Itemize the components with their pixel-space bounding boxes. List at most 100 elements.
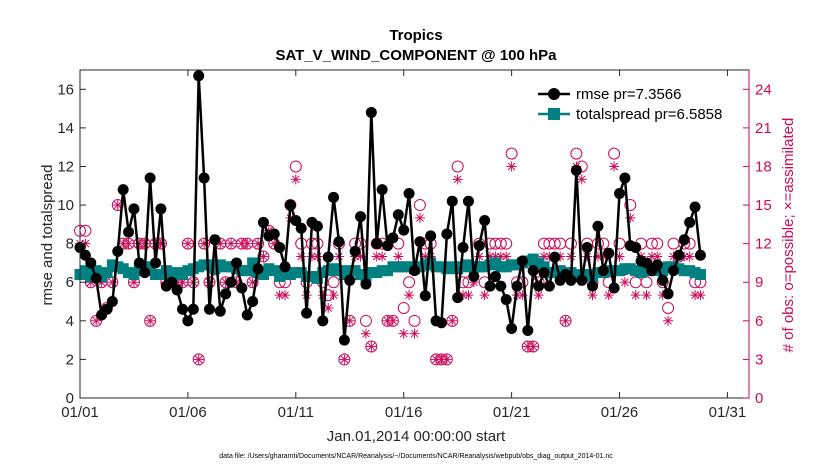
y-tick-label: 6 bbox=[66, 274, 74, 291]
rmse-point bbox=[457, 242, 469, 254]
rmse-point bbox=[274, 242, 286, 254]
rmse-point bbox=[500, 294, 512, 306]
rmse-point bbox=[694, 249, 706, 261]
rmse-point bbox=[247, 296, 259, 308]
rmse-point bbox=[236, 282, 248, 294]
obs-possible-marker bbox=[181, 237, 194, 250]
rmse-point bbox=[284, 199, 296, 211]
rmse-point bbox=[252, 263, 264, 275]
obs-possible-marker bbox=[451, 160, 464, 173]
obs-assimilated-marker bbox=[479, 290, 490, 301]
obs-assimilated-marker bbox=[533, 290, 544, 301]
obs-assimilated-marker bbox=[145, 315, 156, 326]
rmse-point bbox=[522, 324, 534, 336]
rmse-point bbox=[462, 195, 474, 207]
rmse-point bbox=[133, 257, 145, 269]
rmse-point bbox=[511, 280, 523, 292]
rmse-point bbox=[112, 245, 124, 257]
rmse-point bbox=[128, 203, 140, 215]
obs-assimilated-marker bbox=[447, 315, 458, 326]
rmse-point bbox=[506, 323, 518, 335]
y-tick-label-right: 0 bbox=[755, 390, 763, 407]
obs-assimilated-marker bbox=[609, 161, 620, 172]
y-tick-label: 16 bbox=[57, 81, 74, 98]
obs-possible-marker bbox=[111, 199, 124, 212]
obs-assimilated-marker bbox=[603, 290, 614, 301]
y-tick-label: 10 bbox=[57, 197, 74, 214]
obs-assimilated-marker bbox=[436, 354, 447, 365]
rmse-point bbox=[543, 280, 555, 292]
rmse-point bbox=[603, 247, 615, 259]
rmse-point bbox=[257, 216, 269, 228]
rmse-point bbox=[123, 226, 135, 238]
y-tick-label: 4 bbox=[66, 313, 74, 330]
rmse-point bbox=[597, 265, 609, 277]
legend-box bbox=[534, 76, 740, 130]
totalspread-point bbox=[85, 270, 97, 282]
rmse-point bbox=[414, 236, 426, 248]
x-tick-label: 01/31 bbox=[709, 404, 747, 421]
rmse-point bbox=[311, 220, 323, 232]
obs-assimilated-marker bbox=[619, 277, 630, 288]
obs-assimilated-marker bbox=[398, 328, 409, 339]
rmse-point bbox=[684, 216, 696, 228]
obs-assimilated-marker bbox=[414, 212, 425, 223]
obs-assimilated-marker bbox=[123, 238, 134, 249]
obs-possible-marker bbox=[289, 160, 302, 173]
obs-possible-marker bbox=[144, 314, 157, 327]
totalspread-point bbox=[257, 269, 269, 281]
obs-possible-marker bbox=[500, 237, 513, 250]
rmse-point bbox=[398, 224, 410, 236]
y-tick-label: 12 bbox=[57, 158, 74, 175]
obs-possible-marker bbox=[359, 314, 372, 327]
rmse-point bbox=[533, 280, 545, 292]
rmse-point bbox=[355, 211, 367, 223]
rmse-point bbox=[587, 280, 599, 292]
y-tick-label: 0 bbox=[66, 390, 74, 407]
obs-possible-marker bbox=[559, 314, 572, 327]
obs-assimilated-marker bbox=[193, 354, 204, 365]
rmse-point bbox=[565, 274, 577, 286]
rmse-point bbox=[187, 303, 199, 315]
obs-possible-marker bbox=[597, 237, 610, 250]
y-tick-label-right: 18 bbox=[755, 158, 772, 175]
obs-assimilated-marker bbox=[452, 174, 463, 185]
rmse-point bbox=[155, 203, 167, 215]
obs-possible-marker bbox=[413, 199, 426, 212]
rmse-point bbox=[268, 228, 280, 240]
obs-assimilated-marker bbox=[366, 341, 377, 352]
obs-possible-marker bbox=[403, 276, 416, 289]
obs-assimilated-marker bbox=[339, 354, 350, 365]
obs-assimilated-marker bbox=[641, 290, 652, 301]
rmse-point bbox=[241, 309, 253, 321]
rmse-point bbox=[230, 257, 242, 269]
obs-possible-marker bbox=[608, 147, 621, 160]
rmse-point bbox=[446, 195, 458, 207]
rmse-point bbox=[290, 214, 302, 226]
totalspread-point bbox=[128, 269, 140, 281]
obs-assimilated-marker bbox=[393, 251, 404, 262]
obs-possible-marker bbox=[624, 199, 637, 212]
rmse-point bbox=[640, 257, 652, 269]
rmse-point bbox=[678, 234, 690, 246]
rmse-point bbox=[117, 184, 129, 196]
rmse-point bbox=[651, 259, 663, 271]
rmse-point bbox=[549, 251, 561, 263]
rmse-point bbox=[479, 214, 491, 226]
rmse-point bbox=[79, 249, 91, 261]
legend-rmse-label: rmse pr=7.3566 bbox=[576, 86, 681, 103]
totalspread-point bbox=[694, 269, 706, 281]
legend: rmse pr=7.3566 totalspread pr=6.5858 bbox=[534, 76, 740, 130]
rmse-point bbox=[209, 234, 221, 246]
rmse-point bbox=[425, 230, 437, 242]
obs-assimilated-marker bbox=[630, 290, 641, 301]
rmse-point bbox=[441, 228, 453, 240]
x-tick-label: 01/11 bbox=[278, 404, 314, 421]
rmse-point bbox=[452, 292, 464, 304]
rmse-point bbox=[371, 238, 383, 250]
legend-rmse-marker bbox=[548, 88, 560, 100]
rmse-point bbox=[317, 315, 329, 327]
obs-assimilated-marker bbox=[360, 328, 371, 339]
rmse-point bbox=[619, 172, 631, 184]
